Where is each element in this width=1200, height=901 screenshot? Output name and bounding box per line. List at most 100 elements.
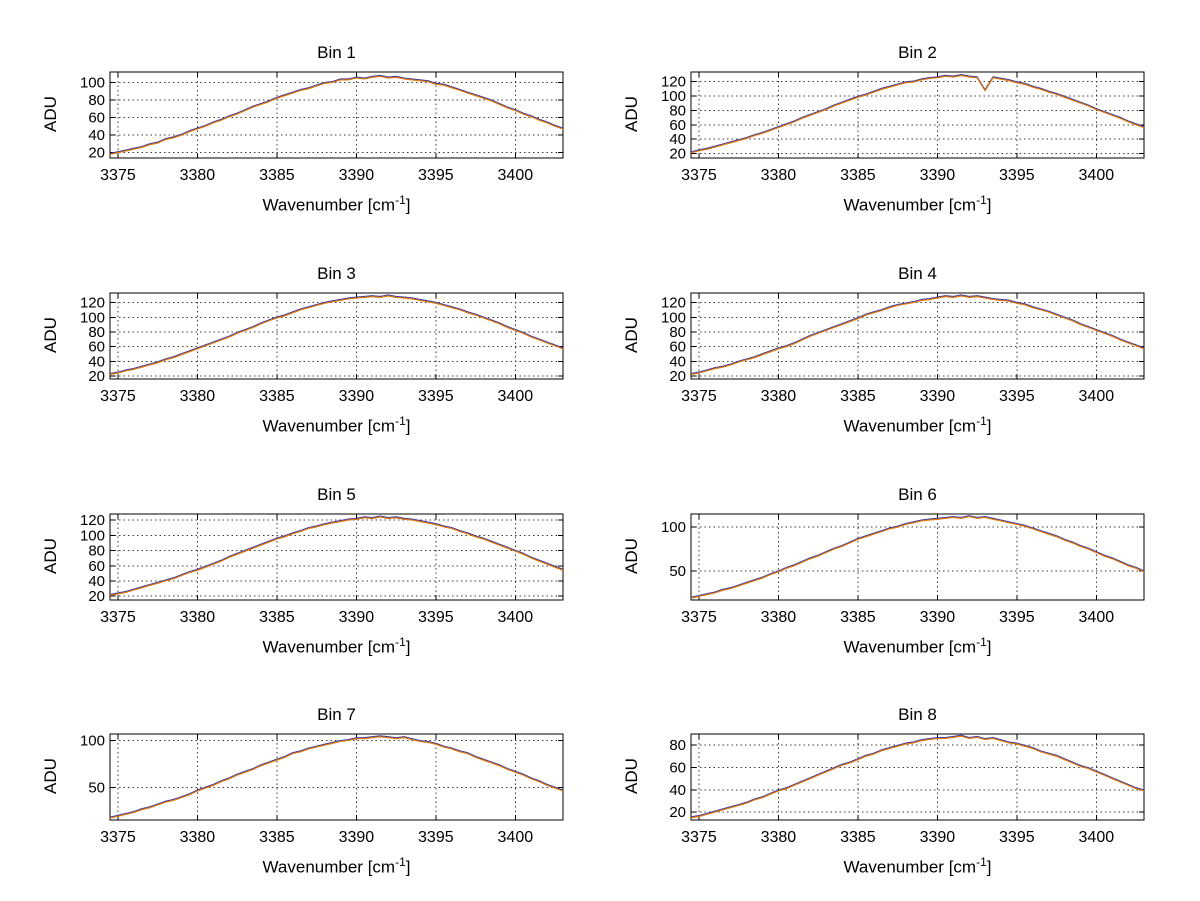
subplot-title: Bin 8 xyxy=(898,705,937,725)
y-tick-label: 50 xyxy=(88,780,105,797)
spectrum-trace-blue xyxy=(690,74,1145,153)
y-axis-label: ADU xyxy=(622,316,641,353)
y-tick-label: 40 xyxy=(88,572,105,589)
x-tick-label: 3380 xyxy=(761,609,797,626)
y-tick-label: 120 xyxy=(80,294,105,311)
y-tick-label: 100 xyxy=(661,309,686,326)
subplot-title: Bin 4 xyxy=(898,263,937,283)
y-axis-label: ADU xyxy=(41,537,60,574)
x-tick-label: 3385 xyxy=(259,609,295,626)
spectrum-trace-blue xyxy=(690,734,1145,818)
axis-box xyxy=(109,733,564,821)
y-tick-label: 120 xyxy=(661,73,686,90)
y-tick-label: 100 xyxy=(80,733,105,750)
y-axis-label: ADU xyxy=(41,758,60,795)
x-tick-label: 3385 xyxy=(259,167,295,184)
y-axis-label: ADU xyxy=(622,537,641,574)
y-tick-label: 80 xyxy=(88,324,105,341)
spectrum-trace-orange xyxy=(690,735,1145,819)
y-tick-label: 40 xyxy=(88,353,105,370)
x-tick-label: 3390 xyxy=(920,829,956,846)
spectrum-trace-blue xyxy=(690,294,1145,374)
y-tick-label: 20 xyxy=(669,368,686,385)
x-tick-label: 3380 xyxy=(180,829,216,846)
subplot-bin-4: Bin 4 ADU 3375 3380 3385 3390 3395 3400 20 40 60… xyxy=(619,261,1150,439)
spectrum-trace-orange xyxy=(690,75,1145,154)
x-tick-label: 3390 xyxy=(920,167,956,184)
x-tick-label: 3385 xyxy=(840,388,876,405)
y-tick-label: 120 xyxy=(661,294,686,311)
subplot-title: Bin 6 xyxy=(898,484,937,504)
spectrum-trace-blue xyxy=(109,294,564,374)
x-axis-label: Wavenumber [cm-1] xyxy=(843,413,992,436)
x-tick-label: 3380 xyxy=(180,167,216,184)
y-axis-label: ADU xyxy=(622,758,641,795)
y-axis-label: ADU xyxy=(41,316,60,353)
x-tick-label: 3390 xyxy=(339,829,375,846)
spectrum-trace-orange xyxy=(690,515,1145,599)
x-tick-label: 3380 xyxy=(180,388,216,405)
x-tick-label: 3400 xyxy=(1079,829,1115,846)
subplot-bin-2: Bin 2 ADU 3375 3380 3385 3390 3395 3400 20 40 60… xyxy=(619,40,1150,218)
x-tick-label: 3390 xyxy=(920,388,956,405)
subplot-bin-5: Bin 5 ADU 3375 3380 3385 3390 3395 3400 20 40 60… xyxy=(38,482,569,660)
y-tick-label: 80 xyxy=(88,92,105,109)
x-axis-label: Wavenumber [cm-1] xyxy=(262,193,411,215)
x-tick-label: 3400 xyxy=(498,388,534,405)
y-axis-label: ADU xyxy=(622,96,641,132)
y-tick-label: 20 xyxy=(669,804,686,821)
spectrum-trace-blue xyxy=(109,735,564,818)
y-tick-label: 40 xyxy=(669,782,686,799)
spectrum-trace-orange xyxy=(109,736,564,819)
subplot-title: Bin 2 xyxy=(898,43,937,62)
subplot-title: Bin 5 xyxy=(317,484,356,504)
spectrum-trace-orange xyxy=(109,75,564,156)
subplot-bin-3: Bin 3 ADU 3375 3380 3385 3390 3395 3400 20 40 60… xyxy=(38,261,569,439)
y-tick-label: 100 xyxy=(80,309,105,326)
spectrum-trace-blue xyxy=(109,514,564,595)
y-tick-label: 20 xyxy=(88,145,105,162)
x-axis-label: Wavenumber [cm-1] xyxy=(843,634,992,657)
axis-box xyxy=(690,71,1145,159)
y-tick-label: 80 xyxy=(88,542,105,559)
x-tick-label: 3390 xyxy=(920,609,956,626)
subplot-bin-1: Bin 1 ADU 3375 3380 3385 3390 3395 3400 20 40 60… xyxy=(38,40,569,218)
x-tick-label: 3385 xyxy=(259,388,295,405)
x-tick-label: 3375 xyxy=(100,388,136,405)
x-axis-label: Wavenumber [cm-1] xyxy=(843,855,992,877)
x-tick-label: 3380 xyxy=(761,829,797,846)
y-tick-label: 80 xyxy=(669,737,686,754)
x-tick-label: 3375 xyxy=(100,609,136,626)
y-tick-label: 60 xyxy=(669,760,686,777)
x-axis-label: Wavenumber [cm-1] xyxy=(262,413,411,436)
y-tick-label: 60 xyxy=(88,557,105,574)
y-tick-label: 120 xyxy=(80,512,105,529)
axis-box xyxy=(690,292,1145,380)
y-axis-label: ADU xyxy=(41,96,60,132)
subplot-bin-8: Bin 8 ADU 3375 3380 3385 3390 3395 3400 20 40 60… xyxy=(619,702,1150,880)
x-tick-label: 3375 xyxy=(100,829,136,846)
y-tick-label: 100 xyxy=(661,519,686,536)
y-tick-label: 60 xyxy=(669,338,686,355)
y-tick-label: 50 xyxy=(669,563,686,580)
x-axis-label: Wavenumber [cm-1] xyxy=(262,855,411,877)
y-tick-label: 80 xyxy=(669,102,686,119)
y-tick-label: 60 xyxy=(669,117,686,134)
subplot-title: Bin 7 xyxy=(317,705,356,725)
subplot-bin-7: Bin 7 ADU 3375 3380 3385 3390 3395 3400 50 100 … xyxy=(38,702,569,880)
x-tick-label: 3400 xyxy=(1079,167,1115,184)
x-axis-label: Wavenumber [cm-1] xyxy=(262,634,411,657)
x-tick-label: 3400 xyxy=(498,609,534,626)
x-tick-label: 3380 xyxy=(180,609,216,626)
y-tick-label: 100 xyxy=(80,527,105,544)
y-tick-label: 40 xyxy=(669,353,686,370)
spectrum-trace-orange xyxy=(109,295,564,375)
plot-canvas-bin-8: 3375 3380 3385 3390 3395 3400 20 40 60 80 xyxy=(669,733,1145,846)
y-tick-label: 60 xyxy=(88,110,105,127)
subplot-bin-6: Bin 6 ADU 3375 3380 3385 3390 3395 3400 50 100 … xyxy=(619,482,1150,660)
x-tick-label: 3375 xyxy=(681,167,717,184)
